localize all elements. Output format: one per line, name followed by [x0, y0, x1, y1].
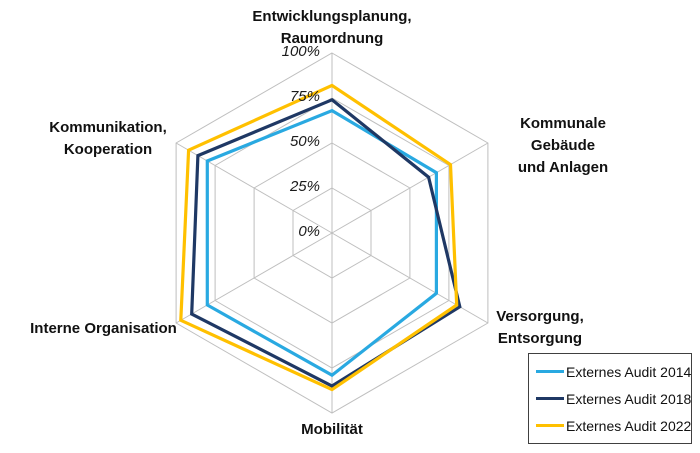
legend-box: Externes Audit 2014 Externes Audit 2018 …	[528, 353, 692, 444]
axis-label-versorgung-entsorgung: Versorgung, Entsorgung	[496, 308, 584, 347]
grid-spoke-5	[175, 142, 333, 234]
scale-label-50: 50%	[289, 133, 320, 150]
scale-label-100: 100%	[281, 43, 320, 60]
legend-line-swatch-icon	[536, 423, 564, 428]
legend-line-swatch-icon	[536, 369, 564, 374]
legend-label: Externes Audit 2018	[566, 390, 692, 407]
legend-item-audit-2022: Externes Audit 2022	[536, 418, 691, 434]
scale-label-0: 0%	[298, 223, 320, 240]
scale-label-75: 75%	[289, 88, 320, 105]
axis-label-kommunikation-kooperation: Kommunikation, Kooperation	[49, 119, 167, 158]
series-line-externes-audit-2022	[179, 83, 459, 392]
grid-spoke-2	[331, 232, 489, 324]
grid-spoke-1	[331, 142, 489, 234]
legend-item-audit-2014: Externes Audit 2014	[536, 364, 691, 380]
legend-label: Externes Audit 2022	[566, 417, 692, 434]
legend-item-audit-2018: Externes Audit 2018	[536, 391, 691, 407]
scale-label-25: 25%	[289, 178, 320, 195]
axis-label-mobilitaet: Mobilität	[301, 421, 363, 438]
legend-label: Externes Audit 2014	[566, 363, 692, 380]
axis-label-kommunale-gebaeude-und-anlagen: Kommunale Gebäude und Anlagen	[517, 115, 609, 176]
grid-spoke-4	[175, 232, 333, 324]
series-line-externes-audit-2018	[190, 97, 462, 388]
series-line-externes-audit-2014	[205, 108, 438, 378]
axis-label-interne-organisation: Interne Organisation	[30, 320, 177, 337]
axis-label-entwicklungsplanung-raumordnung: Entwicklungsplanung, Raumordnung	[252, 8, 412, 47]
legend-line-swatch-icon	[536, 396, 564, 401]
